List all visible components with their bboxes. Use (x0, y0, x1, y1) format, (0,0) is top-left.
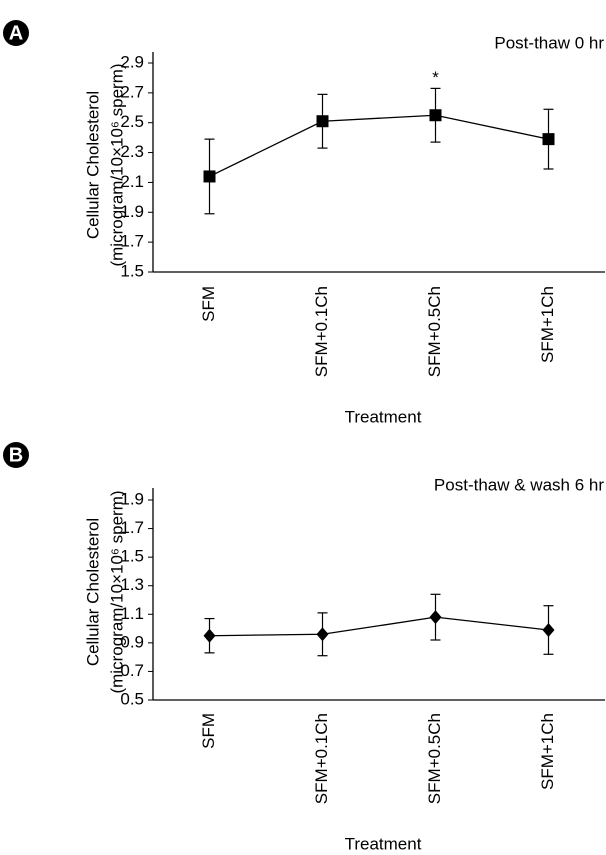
x-tick-label: SFM (199, 713, 218, 749)
x-axis-label: Treatment (345, 407, 422, 426)
x-tick-label: SFM (199, 286, 218, 322)
panel-letter: A (9, 22, 23, 44)
y-tick-label: 1.5 (120, 547, 144, 566)
line (209, 616, 549, 637)
y-tick-label: 1.7 (120, 518, 144, 537)
x-axis-label: Treatment (345, 834, 422, 853)
panel-badge (3, 442, 29, 468)
marker (316, 115, 329, 128)
y-tick-label: 2.3 (120, 142, 144, 161)
x-tick-label: SFM+1Ch (538, 286, 557, 363)
marker (203, 628, 216, 643)
x-tick-label: SFM+1Ch (538, 713, 557, 790)
x-tick-label: SFM+0.5Ch (425, 286, 444, 377)
x-tick-label: SFM+0.5Ch (425, 713, 444, 804)
y-tick-label: 2.5 (120, 112, 144, 131)
y-tick-label: 1.1 (120, 604, 144, 623)
y-tick-label: 1.7 (120, 232, 144, 251)
y-axis-label: Cellular Cholesterol (83, 91, 102, 239)
marker (542, 623, 555, 637)
panel-badge (3, 20, 29, 46)
y-tick-label: 1.5 (120, 261, 144, 280)
marker (429, 109, 442, 122)
x-tick-label: SFM+0.1Ch (312, 713, 331, 804)
y-tick-label: 0.9 (120, 632, 144, 651)
panel-letter: B (9, 444, 23, 466)
marker (429, 610, 442, 625)
y-axis-label: (microgram/10×10⁶ sperm) (107, 490, 126, 693)
marker (316, 627, 329, 642)
subtitle: Post-thaw & wash 6 hr (434, 475, 604, 494)
y-tick-label: 2.9 (120, 52, 144, 71)
y-tick-label: 0.7 (120, 661, 144, 680)
marker (203, 170, 216, 183)
y-tick-label: 1.9 (120, 202, 144, 221)
y-tick-label: 1.9 (120, 489, 144, 508)
x-tick-label: SFM+0.1Ch (312, 286, 331, 377)
marker (542, 133, 555, 146)
y-tick-label: 1.3 (120, 575, 144, 594)
annotation: * (432, 68, 439, 87)
y-tick-label: 0.5 (120, 689, 144, 708)
subtitle: Post-thaw 0 hr (494, 33, 604, 52)
line (209, 114, 549, 178)
y-axis-label: Cellular Cholesterol (83, 518, 102, 666)
y-tick-label: 2.7 (120, 82, 144, 101)
y-tick-label: 2.1 (120, 172, 144, 191)
y-axis-label: (microgram/10×10⁶ sperm) (107, 63, 126, 266)
